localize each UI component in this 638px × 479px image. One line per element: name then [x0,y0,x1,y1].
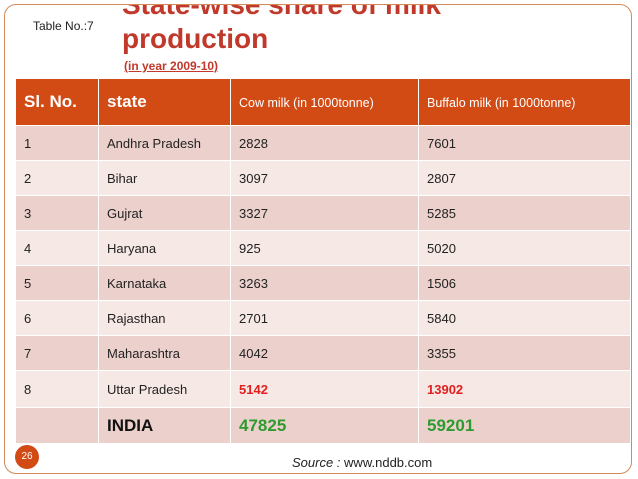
header-sl-no: Sl. No. [15,78,99,126]
cell-buffalo-milk: 5020 [418,230,631,266]
table-row: 8 Uttar Pradesh 5142 13902 [15,370,631,408]
cell-cow-milk: 4042 [230,335,419,371]
source-label: Source : [292,455,341,470]
cell-sl-no: 4 [15,230,99,266]
cell-buffalo-milk: 1506 [418,265,631,301]
table-header-row: Sl. No. state Cow milk (in 1000tonne) Bu… [15,78,631,126]
cell-sl-no: 2 [15,160,99,196]
cell-state: Gujrat [98,195,231,231]
page-number-badge: 26 [15,445,39,469]
cell-state: Karnataka [98,265,231,301]
table-total-row: INDIA 47825 59201 [15,407,631,444]
cell-state: Andhra Pradesh [98,125,231,161]
cell-buffalo-milk-highlight: 13902 [418,370,631,408]
table-row: 6 Rajasthan 2701 5840 [15,300,631,336]
cell-buffalo-milk: 7601 [418,125,631,161]
cell-state: Rajasthan [98,300,231,336]
cell-cow-milk: 2828 [230,125,419,161]
cell-state: Uttar Pradesh [98,370,231,408]
cell-buffalo-milk: 2807 [418,160,631,196]
cell-sl-no: 7 [15,335,99,371]
cell-sl-no: 6 [15,300,99,336]
header-buffalo-milk: Buffalo milk (in 1000tonne) [418,78,631,126]
cell-buffalo-milk: 3355 [418,335,631,371]
cell-total-label: INDIA [98,407,231,444]
slide-subtitle: (in year 2009-10) [124,59,219,73]
header-state: state [98,78,231,126]
cell-cow-milk: 3327 [230,195,419,231]
cell-sl-no: 3 [15,195,99,231]
cell-buffalo-milk: 5285 [418,195,631,231]
table-row: 3 Gujrat 3327 5285 [15,195,631,231]
cell-total-buffalo-milk: 59201 [418,407,631,444]
cell-cow-milk: 3263 [230,265,419,301]
slide-title: production [122,23,269,54]
cell-total-cow-milk: 47825 [230,407,419,444]
milk-production-table: Sl. No. state Cow milk (in 1000tonne) Bu… [15,78,631,444]
slide-frame: Table No.:7 State-wise share of milk pro… [4,4,632,474]
cell-cow-milk: 2701 [230,300,419,336]
table-row: 4 Haryana 925 5020 [15,230,631,266]
cell-cow-milk-highlight: 5142 [230,370,419,408]
cell-state: Haryana [98,230,231,266]
table-row: 1 Andhra Pradesh 2828 7601 [15,125,631,161]
cell-state: Maharashtra [98,335,231,371]
table-row: 7 Maharashtra 4042 3355 [15,335,631,371]
table-row: 2 Bihar 3097 2807 [15,160,631,196]
cell-total-sl-no [15,407,99,444]
source-note: Source : www.nddb.com [292,455,432,470]
cell-cow-milk: 3097 [230,160,419,196]
source-value: www.nddb.com [344,455,433,470]
cell-sl-no: 5 [15,265,99,301]
header-cow-milk: Cow milk (in 1000tonne) [230,78,419,126]
table-row: 5 Karnataka 3263 1506 [15,265,631,301]
cell-cow-milk: 925 [230,230,419,266]
cell-sl-no: 1 [15,125,99,161]
table-number-label: Table No.:7 [33,19,94,33]
slide-title-top-line: State-wise share of milk [122,4,442,20]
cell-sl-no: 8 [15,370,99,408]
cell-buffalo-milk: 5840 [418,300,631,336]
cell-state: Bihar [98,160,231,196]
